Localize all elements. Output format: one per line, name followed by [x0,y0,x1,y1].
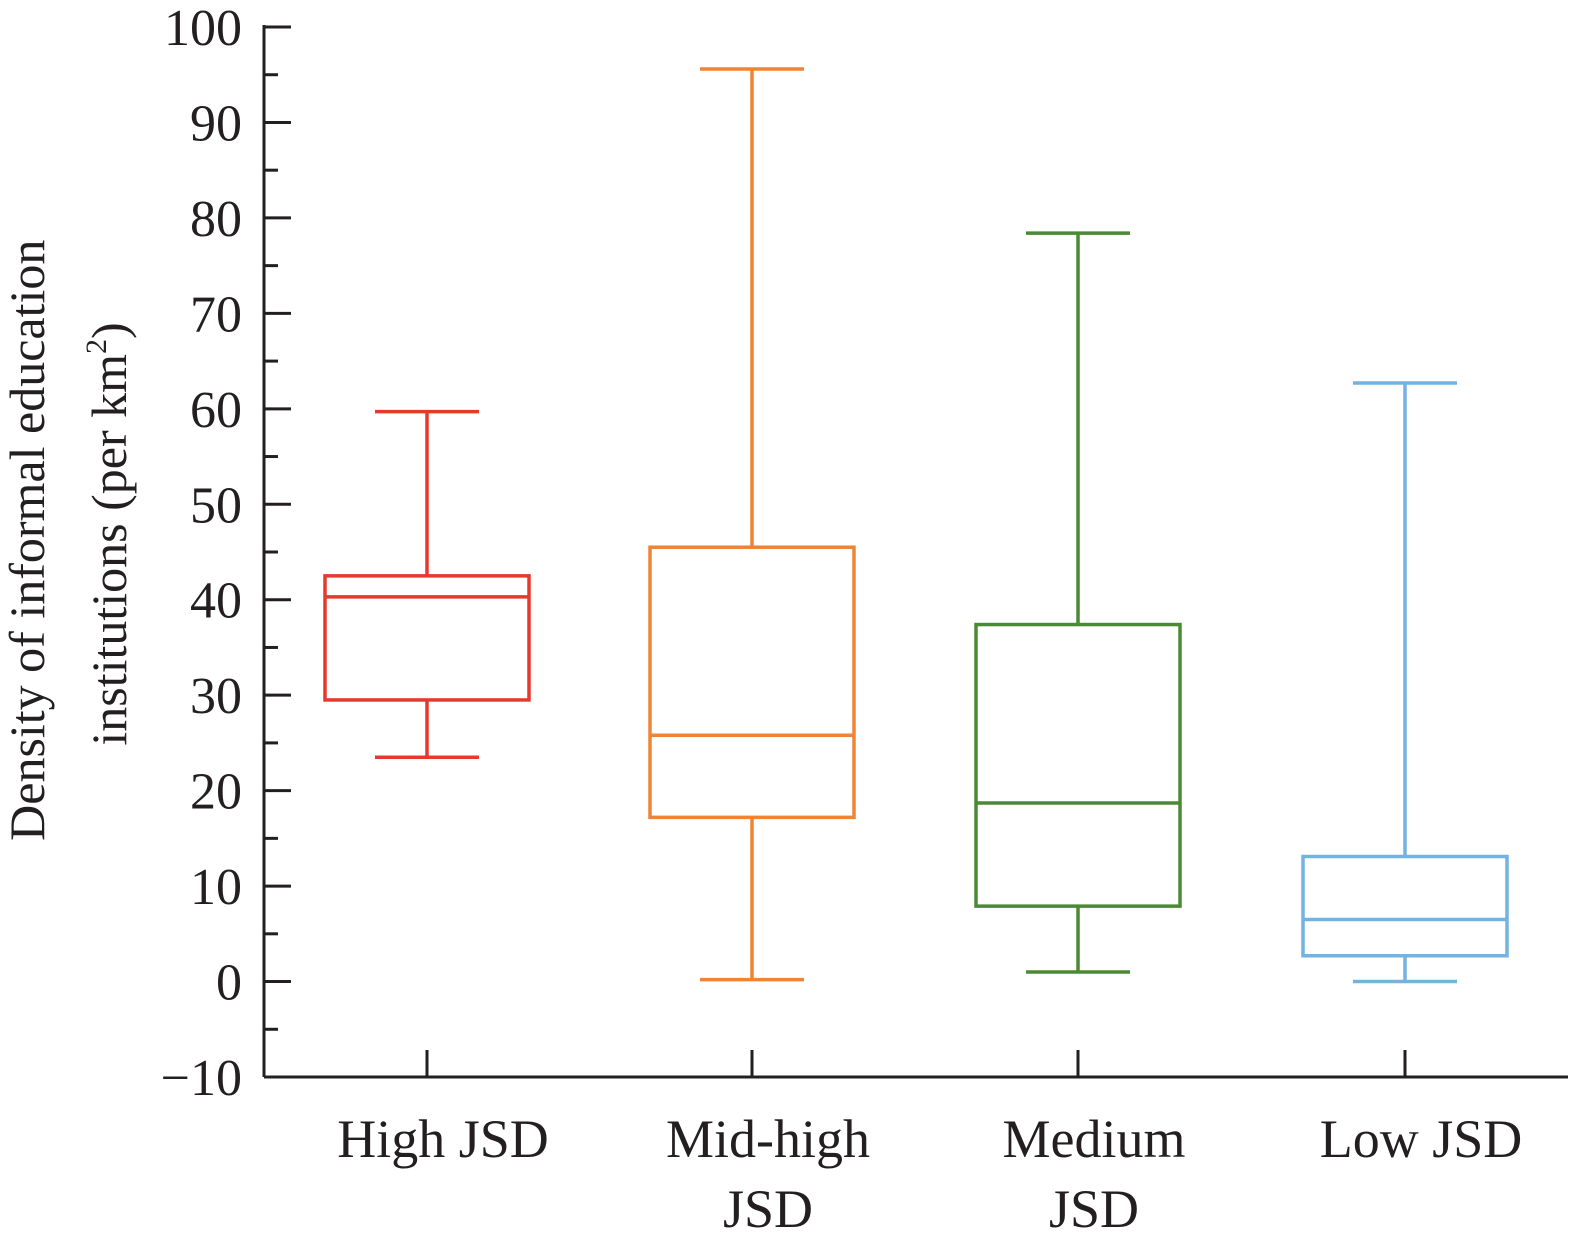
y-tick-label: 90 [190,95,242,152]
x-tick-label-line: Low JSD [1320,1109,1523,1169]
x-tick-label: Medium JSD [1003,1109,1186,1239]
x-tick-label: Low JSD [1320,1109,1523,1169]
y-tick-label: −10 [161,1050,242,1107]
y-tick-label: 0 [216,955,242,1012]
y-axis-label-line-1: Density of informal education [0,240,55,841]
y-axis-label-line-2-end: ) [81,322,137,339]
y-tick-label: 30 [190,668,242,725]
iqr-box [1301,854,1509,958]
box-4 [1301,381,1509,984]
y-tick-label: 60 [190,382,242,439]
y-tick-label: 100 [164,0,242,57]
x-tick-label-line: Mid-high [666,1109,870,1169]
y-tick-label: 10 [190,859,242,916]
y-tick-label: 50 [190,477,242,534]
x-tick-label: Mid-high JSD [666,1109,870,1239]
x-tick-label-line: Medium [1003,1109,1186,1169]
box-2 [648,67,856,982]
y-tick-label: 40 [190,573,242,630]
y-tick-label: 80 [190,191,242,248]
y-axis-label-superscript: 2 [80,339,113,354]
y-axis-label-line-2: institutions (per km [81,354,137,746]
boxes-group [323,67,1509,984]
iqr-box [974,622,1182,908]
y-axis-label: Density of informal education institutio… [0,227,137,841]
box-1 [323,409,531,759]
x-tick-label-line: High JSD [337,1109,549,1169]
x-tick-label-line: JSD [723,1179,813,1239]
y-tick-label: 70 [190,286,242,343]
x-tick-label-line: JSD [1049,1179,1139,1239]
iqr-box [323,574,531,702]
x-tick-label: High JSD [337,1109,549,1169]
y-tick-label: 20 [190,764,242,821]
box-3 [974,231,1182,974]
x-axis: High JSD Mid-high JSD Medium JSD Low JSD [264,1050,1568,1239]
iqr-box [648,545,856,820]
